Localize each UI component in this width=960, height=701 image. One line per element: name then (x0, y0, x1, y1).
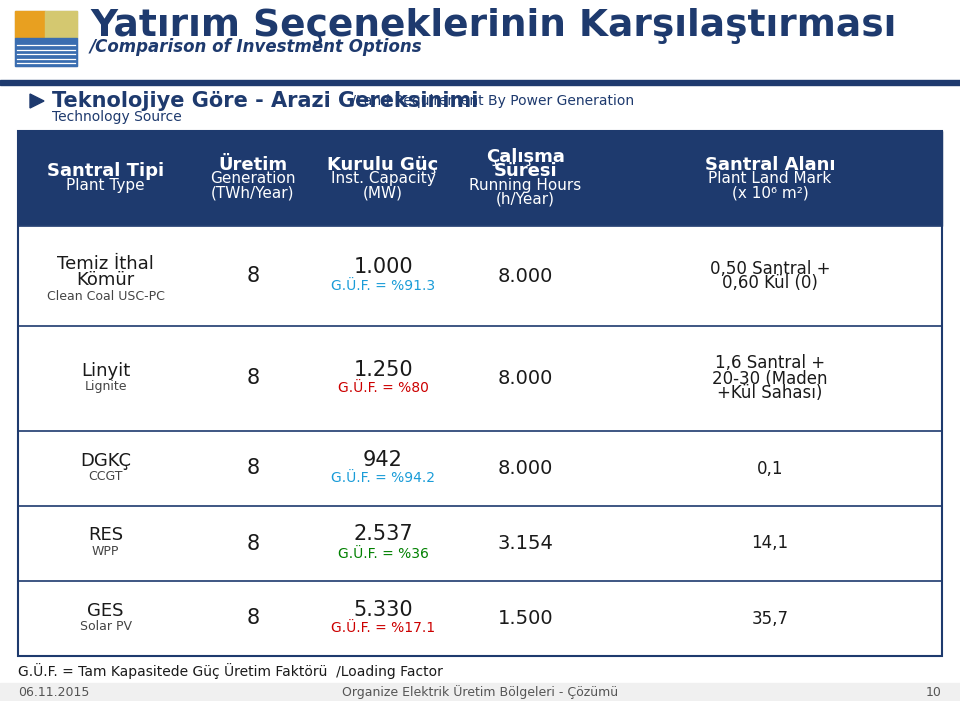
Text: (h/Year): (h/Year) (496, 192, 555, 207)
Text: 8: 8 (247, 369, 259, 388)
Bar (45, 11, 77, 38)
Bar (0, 0, 960, 81)
Text: Yatırım Seçeneklerinin Karşılaştırması: Yatırım Seçeneklerinin Karşılaştırması (90, 8, 897, 44)
Text: 20-30 (Maden: 20-30 (Maden (712, 369, 828, 388)
Text: Süresi: Süresi (493, 163, 558, 180)
Text: (x 10⁶ m²): (x 10⁶ m²) (732, 185, 808, 200)
Text: 0,1: 0,1 (756, 459, 783, 477)
Bar (18, 431, 942, 506)
Text: Temiz İthal: Temiz İthal (57, 255, 154, 273)
Text: 8: 8 (247, 458, 259, 479)
Text: Clean Coal USC-PC: Clean Coal USC-PC (47, 290, 164, 303)
Text: Running Hours: Running Hours (469, 178, 582, 193)
Text: Generation: Generation (210, 171, 296, 186)
Text: WPP: WPP (92, 545, 119, 558)
Text: Santral Tipi: Santral Tipi (47, 163, 164, 180)
Text: 3.154: 3.154 (497, 534, 553, 553)
Text: /Comparison of Investment Options: /Comparison of Investment Options (90, 38, 422, 56)
Text: Kurulu Güç: Kurulu Güç (327, 156, 439, 174)
Bar (0, 683, 960, 701)
Text: DGKÇ: DGKÇ (80, 451, 131, 470)
Text: Plant Land Mark: Plant Land Mark (708, 171, 831, 186)
Text: 0,60 Kül (0): 0,60 Kül (0) (722, 275, 818, 292)
Text: 942: 942 (363, 449, 403, 470)
Text: Technology Source: Technology Source (52, 110, 181, 124)
Text: 8: 8 (247, 533, 259, 554)
Text: 8.000: 8.000 (498, 266, 553, 285)
Text: G.Ü.F. = %80: G.Ü.F. = %80 (338, 381, 428, 395)
Text: 5.330: 5.330 (353, 599, 413, 620)
Text: 14,1: 14,1 (752, 534, 788, 552)
Text: RES: RES (88, 526, 123, 545)
Bar (15, 38, 77, 66)
Text: 2.537: 2.537 (353, 524, 413, 545)
Text: Santral Alanı: Santral Alanı (705, 156, 835, 174)
Text: G.Ü.F. = %17.1: G.Ü.F. = %17.1 (331, 622, 435, 636)
Bar (0, 80, 960, 85)
Bar (15, 11, 77, 66)
Text: Solar PV: Solar PV (80, 620, 132, 633)
Text: /Land Requirement By Power Generation: /Land Requirement By Power Generation (347, 94, 635, 108)
Text: 8: 8 (247, 266, 259, 286)
Text: G.Ü.F. = Tam Kapasitede Güç Üretim Faktörü  /Loading Factor: G.Ü.F. = Tam Kapasitede Güç Üretim Faktö… (18, 663, 443, 679)
Text: G.Ü.F. = %94.2: G.Ü.F. = %94.2 (331, 472, 435, 486)
Text: 0,50 Santral +: 0,50 Santral + (709, 259, 830, 278)
Text: G.Ü.F. = %91.3: G.Ü.F. = %91.3 (331, 279, 435, 293)
Text: 8.000: 8.000 (498, 459, 553, 478)
Bar (18, 326, 942, 431)
Text: (MW): (MW) (363, 185, 403, 200)
Bar (18, 506, 942, 581)
Text: 1.250: 1.250 (353, 360, 413, 379)
Text: GES: GES (87, 601, 124, 620)
Text: 1.500: 1.500 (497, 609, 553, 628)
Bar (18, 131, 942, 656)
Text: 35,7: 35,7 (752, 609, 788, 627)
Text: Inst. Capacity: Inst. Capacity (330, 171, 436, 186)
Text: 8: 8 (247, 608, 259, 629)
Text: Teknolojiye Göre - Arazi Gereksinimi: Teknolojiye Göre - Arazi Gereksinimi (52, 91, 478, 111)
Text: 10: 10 (926, 686, 942, 698)
Bar (15, 11, 45, 38)
Bar (18, 226, 942, 326)
Text: 1.000: 1.000 (353, 257, 413, 277)
Bar (18, 581, 942, 656)
Text: Kömür: Kömür (77, 271, 134, 289)
Text: Linyit: Linyit (81, 362, 131, 379)
Text: Çalışma: Çalışma (486, 149, 564, 167)
Text: 8.000: 8.000 (498, 369, 553, 388)
Polygon shape (30, 94, 44, 108)
Text: Plant Type: Plant Type (66, 178, 145, 193)
Text: (TWh/Year): (TWh/Year) (211, 185, 295, 200)
Bar (18, 131, 942, 226)
Text: +Kül Sahası): +Kül Sahası) (717, 385, 823, 402)
Text: 1,6 Santral +: 1,6 Santral + (715, 355, 825, 372)
Text: Organize Elektrik Üretim Bölgeleri - Çözümü: Organize Elektrik Üretim Bölgeleri - Çöz… (342, 685, 618, 699)
Text: 06.11.2015: 06.11.2015 (18, 686, 89, 698)
Text: G.Ü.F. = %36: G.Ü.F. = %36 (338, 547, 428, 561)
Text: CCGT: CCGT (88, 470, 123, 483)
Text: Üretim: Üretim (219, 156, 288, 174)
Text: Lignite: Lignite (84, 380, 127, 393)
